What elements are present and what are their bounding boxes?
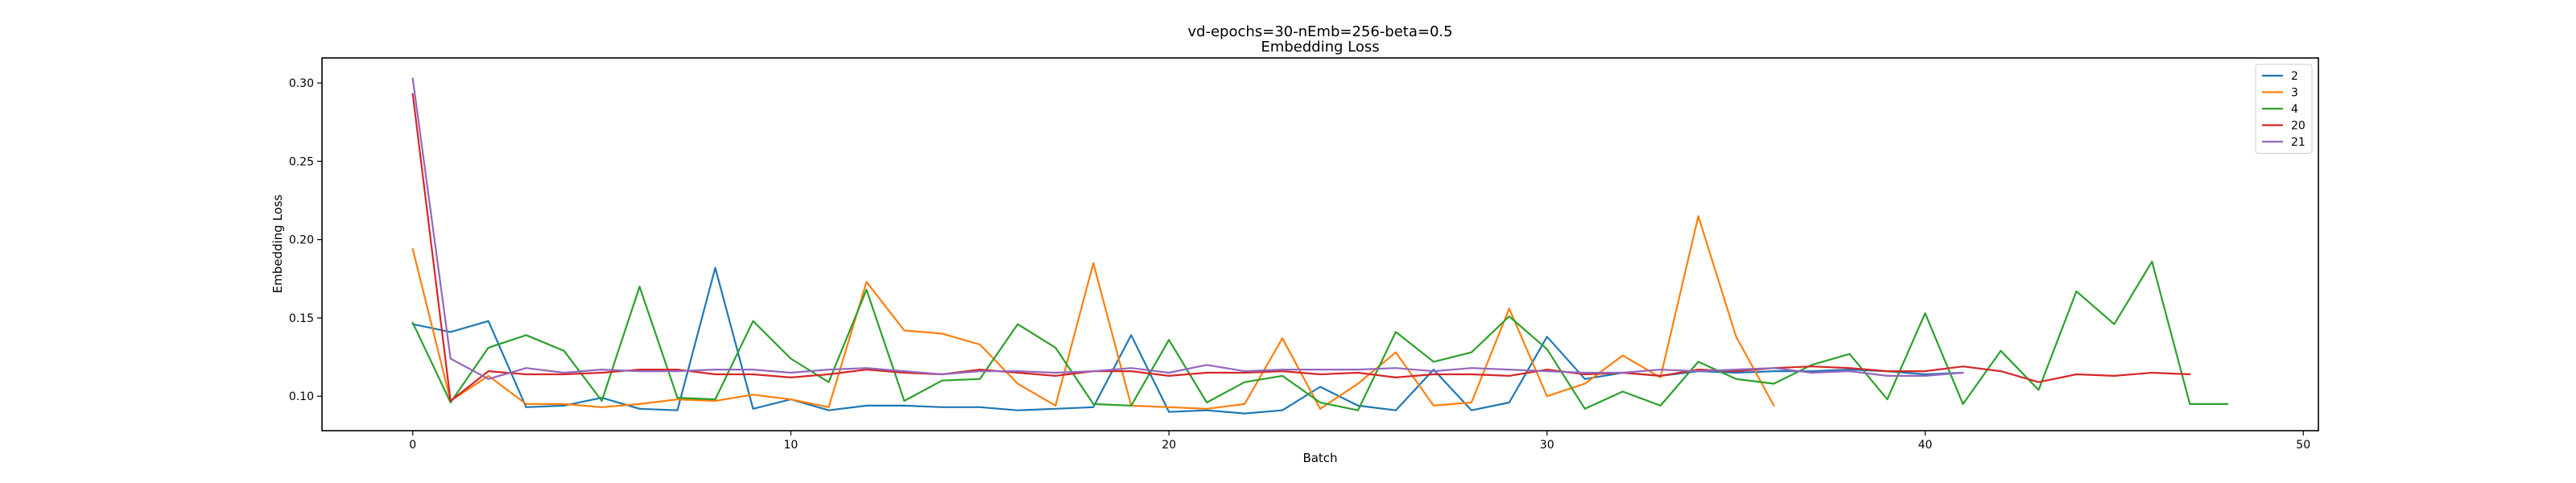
x-tick-label: 10: [784, 439, 799, 452]
legend-label-21: 21: [2291, 136, 2306, 149]
x-tick-label: 30: [1540, 439, 1554, 452]
series-line-20: [411, 93, 2191, 402]
legend: 2 3 4 20 21: [2255, 64, 2313, 154]
y-axis-label: Embedding Loss: [270, 194, 285, 293]
plot-area: [411, 77, 2229, 415]
x-tick-label: 0: [409, 439, 416, 452]
x-tick-label: 40: [1918, 439, 1933, 452]
y-axis: 0.10 0.15 0.20 0.25 0.30: [289, 77, 322, 403]
axes-frame: [321, 57, 2319, 431]
y-tick-label: 0.25: [289, 155, 314, 168]
chart-subtitle: Embedding Loss: [1261, 39, 1379, 56]
x-tick-label: 50: [2296, 439, 2310, 452]
series-line-4: [411, 260, 2229, 411]
y-tick-label: 0.30: [289, 77, 314, 90]
legend-box: [2255, 64, 2313, 154]
x-axis: 0 10 20 30 40 50: [409, 431, 2310, 452]
legend-label-2: 2: [2291, 70, 2298, 83]
legend-label-3: 3: [2291, 87, 2298, 100]
y-tick-label: 0.10: [289, 390, 314, 403]
series-line-21: [411, 77, 1964, 380]
y-tick-label: 0.15: [289, 312, 314, 325]
legend-label-4: 4: [2291, 103, 2298, 116]
chart-title: vd-epochs=30-nEmb=256-beta=0.5: [1187, 23, 1452, 40]
x-tick-label: 20: [1162, 439, 1176, 452]
series-line-3: [411, 215, 1775, 410]
y-tick-label: 0.20: [289, 234, 314, 247]
legend-label-20: 20: [2291, 120, 2306, 133]
x-axis-label: Batch: [1302, 451, 1337, 465]
